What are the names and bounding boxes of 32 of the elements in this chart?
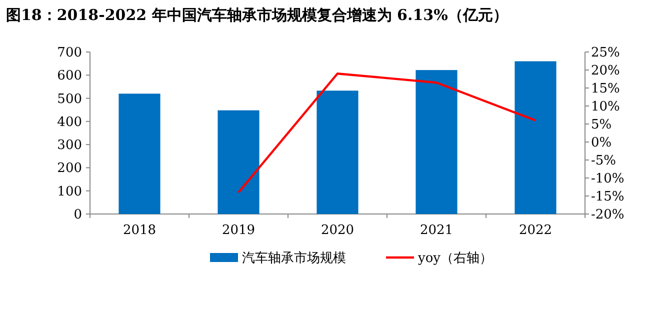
- x-tick-label: 2022: [518, 223, 552, 238]
- y2-tick-label: 10%: [591, 100, 620, 114]
- bar: [316, 90, 358, 214]
- line-series: [237, 72, 537, 194]
- legend-label: 汽车轴承市场规模: [242, 251, 346, 266]
- y-tick-label: 600: [57, 68, 82, 84]
- y2-tick-label: 5%: [591, 118, 612, 132]
- y2-tick-label: -20%: [591, 208, 624, 222]
- y2-tick-label: -15%: [591, 190, 624, 204]
- y2-tick-label: 15%: [591, 82, 620, 96]
- legend-label: yoy（右轴）: [417, 251, 493, 266]
- y-tick-label: 700: [57, 46, 82, 60]
- y-tick-label: 500: [57, 92, 82, 107]
- x-tick-label: 2018: [122, 223, 156, 238]
- y2-tick-label: -10%: [591, 172, 624, 186]
- y-tick-label: 0: [74, 208, 82, 222]
- x-tick-label: 2020: [320, 223, 354, 238]
- y2-tick-label: 0%: [591, 136, 612, 150]
- y-tick-label: 300: [57, 138, 82, 154]
- y2-tick-label: 20%: [591, 64, 620, 78]
- y-tick-label: 100: [57, 184, 82, 200]
- bar: [218, 110, 260, 214]
- bar: [514, 61, 556, 214]
- y2-tick-label: -5%: [591, 154, 616, 168]
- x-tick-label: 2019: [222, 223, 256, 238]
- bar: [118, 94, 160, 214]
- y2-tick-label: 25%: [591, 46, 620, 60]
- bar: [416, 70, 458, 214]
- y-tick-label: 200: [57, 161, 82, 176]
- chart-title: 图18：2018-2022 年中国汽车轴承市场规模复合增速为 6.13%（亿元）: [6, 6, 508, 24]
- x-tick-label: 2021: [420, 223, 454, 238]
- y-tick-label: 400: [57, 114, 82, 130]
